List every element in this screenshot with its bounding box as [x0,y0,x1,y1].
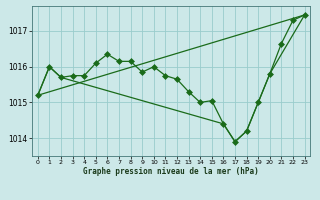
X-axis label: Graphe pression niveau de la mer (hPa): Graphe pression niveau de la mer (hPa) [83,167,259,176]
